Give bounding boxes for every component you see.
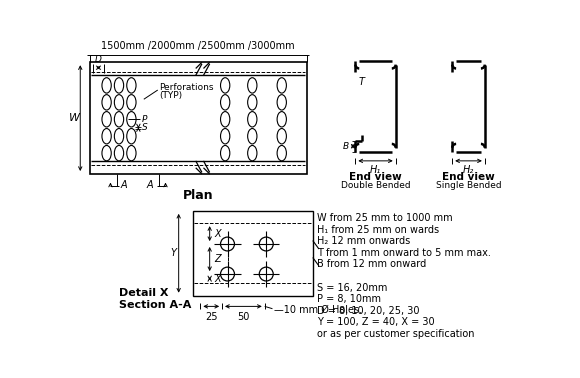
Text: D: D bbox=[95, 55, 102, 64]
Text: D = 8, 10, 20, 25, 30: D = 8, 10, 20, 25, 30 bbox=[317, 306, 419, 316]
Text: —10 mm Ø Holes.: —10 mm Ø Holes. bbox=[274, 305, 362, 315]
Text: P = 8, 10mm: P = 8, 10mm bbox=[317, 294, 380, 304]
Text: Single Bended: Single Bended bbox=[436, 181, 501, 190]
Text: B: B bbox=[343, 142, 349, 151]
Text: (TYP): (TYP) bbox=[160, 91, 183, 100]
Text: W: W bbox=[70, 113, 80, 123]
Text: T from 1 mm onward to 5 mm max.: T from 1 mm onward to 5 mm max. bbox=[317, 248, 491, 258]
Text: P: P bbox=[142, 115, 147, 124]
Text: X: X bbox=[215, 274, 221, 284]
Text: W from 25 mm to 1000 mm: W from 25 mm to 1000 mm bbox=[317, 213, 452, 223]
Text: A: A bbox=[121, 180, 127, 190]
Text: Perforations: Perforations bbox=[160, 83, 214, 92]
Text: H₁: H₁ bbox=[370, 166, 381, 175]
Text: H₁ from 25 mm on wards: H₁ from 25 mm on wards bbox=[317, 225, 438, 235]
Text: S = 16, 20mm: S = 16, 20mm bbox=[317, 282, 387, 293]
Text: 25: 25 bbox=[205, 312, 218, 322]
Text: B from 12 mm onward: B from 12 mm onward bbox=[317, 259, 426, 270]
Text: 1500mm /2000mm /2500mm /3000mm: 1500mm /2000mm /2500mm /3000mm bbox=[102, 41, 295, 51]
Text: Plan: Plan bbox=[183, 189, 213, 202]
Bar bbox=[89, 62, 307, 174]
Text: S: S bbox=[142, 123, 147, 132]
Text: A: A bbox=[147, 180, 153, 190]
Text: Detail X
Section A-A: Detail X Section A-A bbox=[119, 288, 191, 310]
Text: End view: End view bbox=[442, 172, 495, 182]
Text: or as per customer specification: or as per customer specification bbox=[317, 329, 474, 339]
Text: Y: Y bbox=[171, 248, 176, 258]
Text: X: X bbox=[215, 229, 221, 239]
Text: Z: Z bbox=[215, 254, 221, 264]
Text: 50: 50 bbox=[237, 312, 249, 322]
Text: End view: End view bbox=[349, 172, 402, 182]
Text: H₂ 12 mm onwards: H₂ 12 mm onwards bbox=[317, 236, 410, 246]
Bar bbox=[193, 211, 313, 296]
Text: T: T bbox=[358, 77, 365, 87]
Text: H₂: H₂ bbox=[463, 166, 474, 175]
Text: Y = 100, Z = 40, X = 30: Y = 100, Z = 40, X = 30 bbox=[317, 317, 434, 327]
Text: Double Bended: Double Bended bbox=[340, 181, 410, 190]
